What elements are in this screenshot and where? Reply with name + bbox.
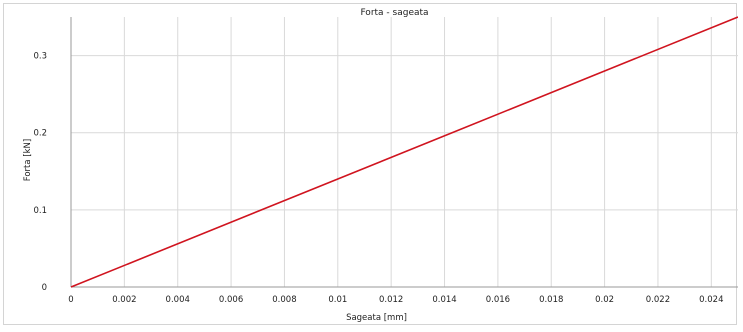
x-tick-label: 0.024: [699, 295, 723, 305]
x-tick-label: 0.004: [166, 295, 190, 305]
series-line: [70, 16, 738, 288]
x-tick-label: 0.008: [272, 295, 296, 305]
x-tick-label: 0.01: [328, 295, 347, 305]
chart-frame: 0 0.002 0.004 0.006 0.008 0.01 0.012 0.014 0.016…: [3, 3, 738, 325]
chart-title: Forta - sageata: [360, 8, 428, 18]
x-tick-label: 0.02: [595, 295, 614, 305]
y-tick-label: 0: [42, 283, 47, 293]
axes: [70, 17, 738, 288]
y-tick-label: 0.1: [33, 206, 47, 216]
x-tick-label: 0.002: [112, 295, 136, 305]
x-tick-label: 0.016: [486, 295, 510, 305]
x-tick-label: 0.012: [379, 295, 403, 305]
tick-labels: 0 0.002 0.004 0.006 0.008 0.01 0.012 0.014 0.016…: [33, 52, 723, 305]
x-axis-title: Sageata [mm]: [346, 313, 407, 323]
y-tick-label: 0.3: [33, 52, 47, 62]
y-axis-title: Forta [kN]: [23, 139, 33, 181]
grid-lines: [71, 17, 738, 287]
x-tick-label: 0: [68, 295, 73, 305]
y-tick-label: 0.2: [33, 129, 47, 139]
x-tick-label: 0.018: [539, 295, 563, 305]
series-layer: [70, 16, 738, 288]
x-tick-label: 0.006: [219, 295, 243, 305]
chart-plot: 0 0.002 0.004 0.006 0.008 0.01 0.012 0.014 0.016…: [23, 8, 738, 323]
x-tick-label: 0.014: [432, 295, 456, 305]
x-tick-label: 0.022: [646, 295, 670, 305]
